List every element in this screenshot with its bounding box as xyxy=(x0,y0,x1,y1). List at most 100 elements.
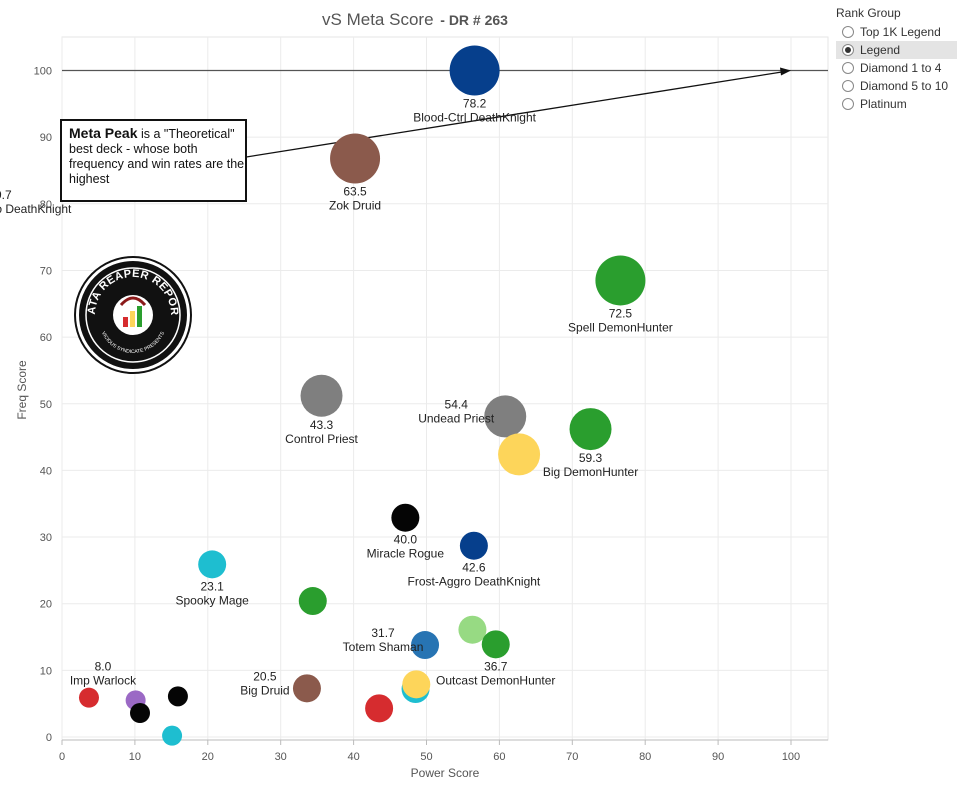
y-tick-label: 60 xyxy=(40,332,52,344)
annotation-arrow-line xyxy=(239,70,786,159)
logo-emblem: DATA REAPER REPORT VICIOUS SYNDICATE PRE… xyxy=(75,252,181,363)
data-label-score: 63.5 xyxy=(343,184,367,198)
annotation-bold-text: Meta Peak xyxy=(69,125,138,141)
x-tick-label: 0 xyxy=(59,751,65,763)
data-label-score: 20.5 xyxy=(253,669,277,683)
annotation-body-text: is a "Theoretical" best deck - whose bot… xyxy=(69,127,245,186)
data-label-name: Big Druid xyxy=(240,683,289,697)
radio-button-icon[interactable] xyxy=(842,98,854,110)
data-point xyxy=(330,133,381,184)
data-point xyxy=(481,630,510,659)
y-tick-label: 50 xyxy=(40,399,52,411)
x-tick-label: 40 xyxy=(347,751,359,763)
data-label-name: Big DemonHunter xyxy=(543,465,638,479)
y-tick-label: 90 xyxy=(40,132,52,144)
data-label-name: Undead Priest xyxy=(418,411,495,425)
data-point xyxy=(365,694,394,723)
data-point xyxy=(402,670,431,699)
data-point xyxy=(292,674,321,703)
x-tick-label: 60 xyxy=(493,751,505,763)
radio-button-icon[interactable] xyxy=(842,44,854,56)
data-point xyxy=(459,531,488,560)
rank-option-label: Legend xyxy=(860,43,901,57)
data-label-name: Imp Warlock xyxy=(70,674,137,688)
rank-option-legend[interactable]: Legend xyxy=(836,41,957,59)
data-point xyxy=(198,550,227,579)
y-tick-label: 70 xyxy=(40,265,52,277)
data-label-score: 42.6 xyxy=(462,561,486,575)
chart-title-row: vS Meta Score - DR # 263 xyxy=(230,10,600,36)
y-tick-label: 40 xyxy=(40,465,52,477)
data-label-score: 31.7 xyxy=(371,626,395,640)
rank-option-label: Diamond 5 to 10 xyxy=(860,79,949,93)
data-label-score: 78.2 xyxy=(463,97,487,111)
chart-subtitle: - DR # 263 xyxy=(440,12,508,28)
data-point xyxy=(484,395,527,438)
radio-button-icon[interactable] xyxy=(842,80,854,92)
data-label-score: 36.7 xyxy=(484,659,508,673)
rank-option-platinum[interactable]: Platinum xyxy=(836,95,957,113)
rank-option-diamond-5-to-10[interactable]: Diamond 5 to 10 xyxy=(836,77,957,95)
data-label-name: Unholy-Aggro DeathKnight xyxy=(0,202,72,216)
data-point xyxy=(569,408,612,451)
annotation-arrowhead xyxy=(780,67,791,76)
data-label-name: Totem Shaman xyxy=(343,640,424,654)
x-tick-label: 80 xyxy=(639,751,651,763)
x-tick-label: 90 xyxy=(712,751,724,763)
data-label-score: 23.1 xyxy=(200,579,224,593)
data-point xyxy=(391,503,420,532)
data-point xyxy=(130,703,151,724)
rank-group-legend: Rank Group Top 1K Legend Legend Diamond 1 … xyxy=(836,6,957,113)
data-label-score: 89.7 xyxy=(0,188,12,202)
data-point xyxy=(300,374,343,417)
rank-option-label: Diamond 1 to 4 xyxy=(860,61,942,75)
data-point xyxy=(458,615,487,644)
legend-title: Rank Group xyxy=(836,6,901,20)
x-tick-label: 70 xyxy=(566,751,578,763)
y-tick-label: 20 xyxy=(40,599,52,611)
y-tick-label: 10 xyxy=(40,665,52,677)
data-reaper-report-logo: DATA REAPER REPORT VICIOUS SYNDICATE PRE… xyxy=(75,252,190,372)
data-point xyxy=(167,686,188,707)
rank-option-diamond-1-to-4[interactable]: Diamond 1 to 4 xyxy=(836,59,957,77)
x-tick-label: 30 xyxy=(275,751,287,763)
chart-title: vS Meta Score xyxy=(322,10,434,29)
y-tick-label: 30 xyxy=(40,532,52,544)
data-label-name: Spooky Mage xyxy=(175,593,249,607)
y-axis-title: Freq Score xyxy=(15,360,29,420)
legend-options: Top 1K Legend Legend Diamond 1 to 4 Diamond… xyxy=(836,23,957,113)
data-label-score: 8.0 xyxy=(95,660,112,674)
data-label-name: Spell DemonHunter xyxy=(568,320,673,334)
data-label-score: 72.5 xyxy=(609,306,633,320)
data-point xyxy=(78,687,99,708)
data-label-name: Outcast DemonHunter xyxy=(436,673,555,687)
rank-option-label: Top 1K Legend xyxy=(860,25,941,39)
data-point xyxy=(595,255,646,306)
data-point xyxy=(162,725,183,746)
data-label-score: 54.4 xyxy=(445,397,469,411)
rank-option-label: Platinum xyxy=(860,97,907,111)
data-label-name: Miracle Rogue xyxy=(367,547,445,561)
x-tick-label: 20 xyxy=(202,751,214,763)
y-tick-label: 80 xyxy=(40,199,52,211)
data-label-score: 59.3 xyxy=(579,451,603,465)
x-tick-label: 50 xyxy=(420,751,432,763)
meta-peak-annotation: Meta Peak is a "Theoretical" best deck -… xyxy=(60,119,247,202)
data-label-name: Frost-Aggro DeathKnight xyxy=(408,575,541,589)
x-tick-label: 100 xyxy=(782,751,800,763)
data-label-score: 40.0 xyxy=(394,533,418,547)
data-label-name: Blood-Ctrl DeathKnight xyxy=(413,111,536,125)
y-tick-label: 100 xyxy=(34,66,52,78)
data-label-score: 43.3 xyxy=(310,418,334,432)
data-point xyxy=(449,45,500,96)
data-point xyxy=(498,433,541,476)
x-axis-title: Power Score xyxy=(411,766,480,780)
data-label-name: Control Priest xyxy=(285,432,358,446)
y-tick-label: 0 xyxy=(46,732,52,744)
radio-button-icon[interactable] xyxy=(842,26,854,38)
data-point xyxy=(411,631,440,660)
radio-button-icon[interactable] xyxy=(842,62,854,74)
x-tick-label: 10 xyxy=(129,751,141,763)
rank-option-top-1k-legend[interactable]: Top 1K Legend xyxy=(836,23,957,41)
